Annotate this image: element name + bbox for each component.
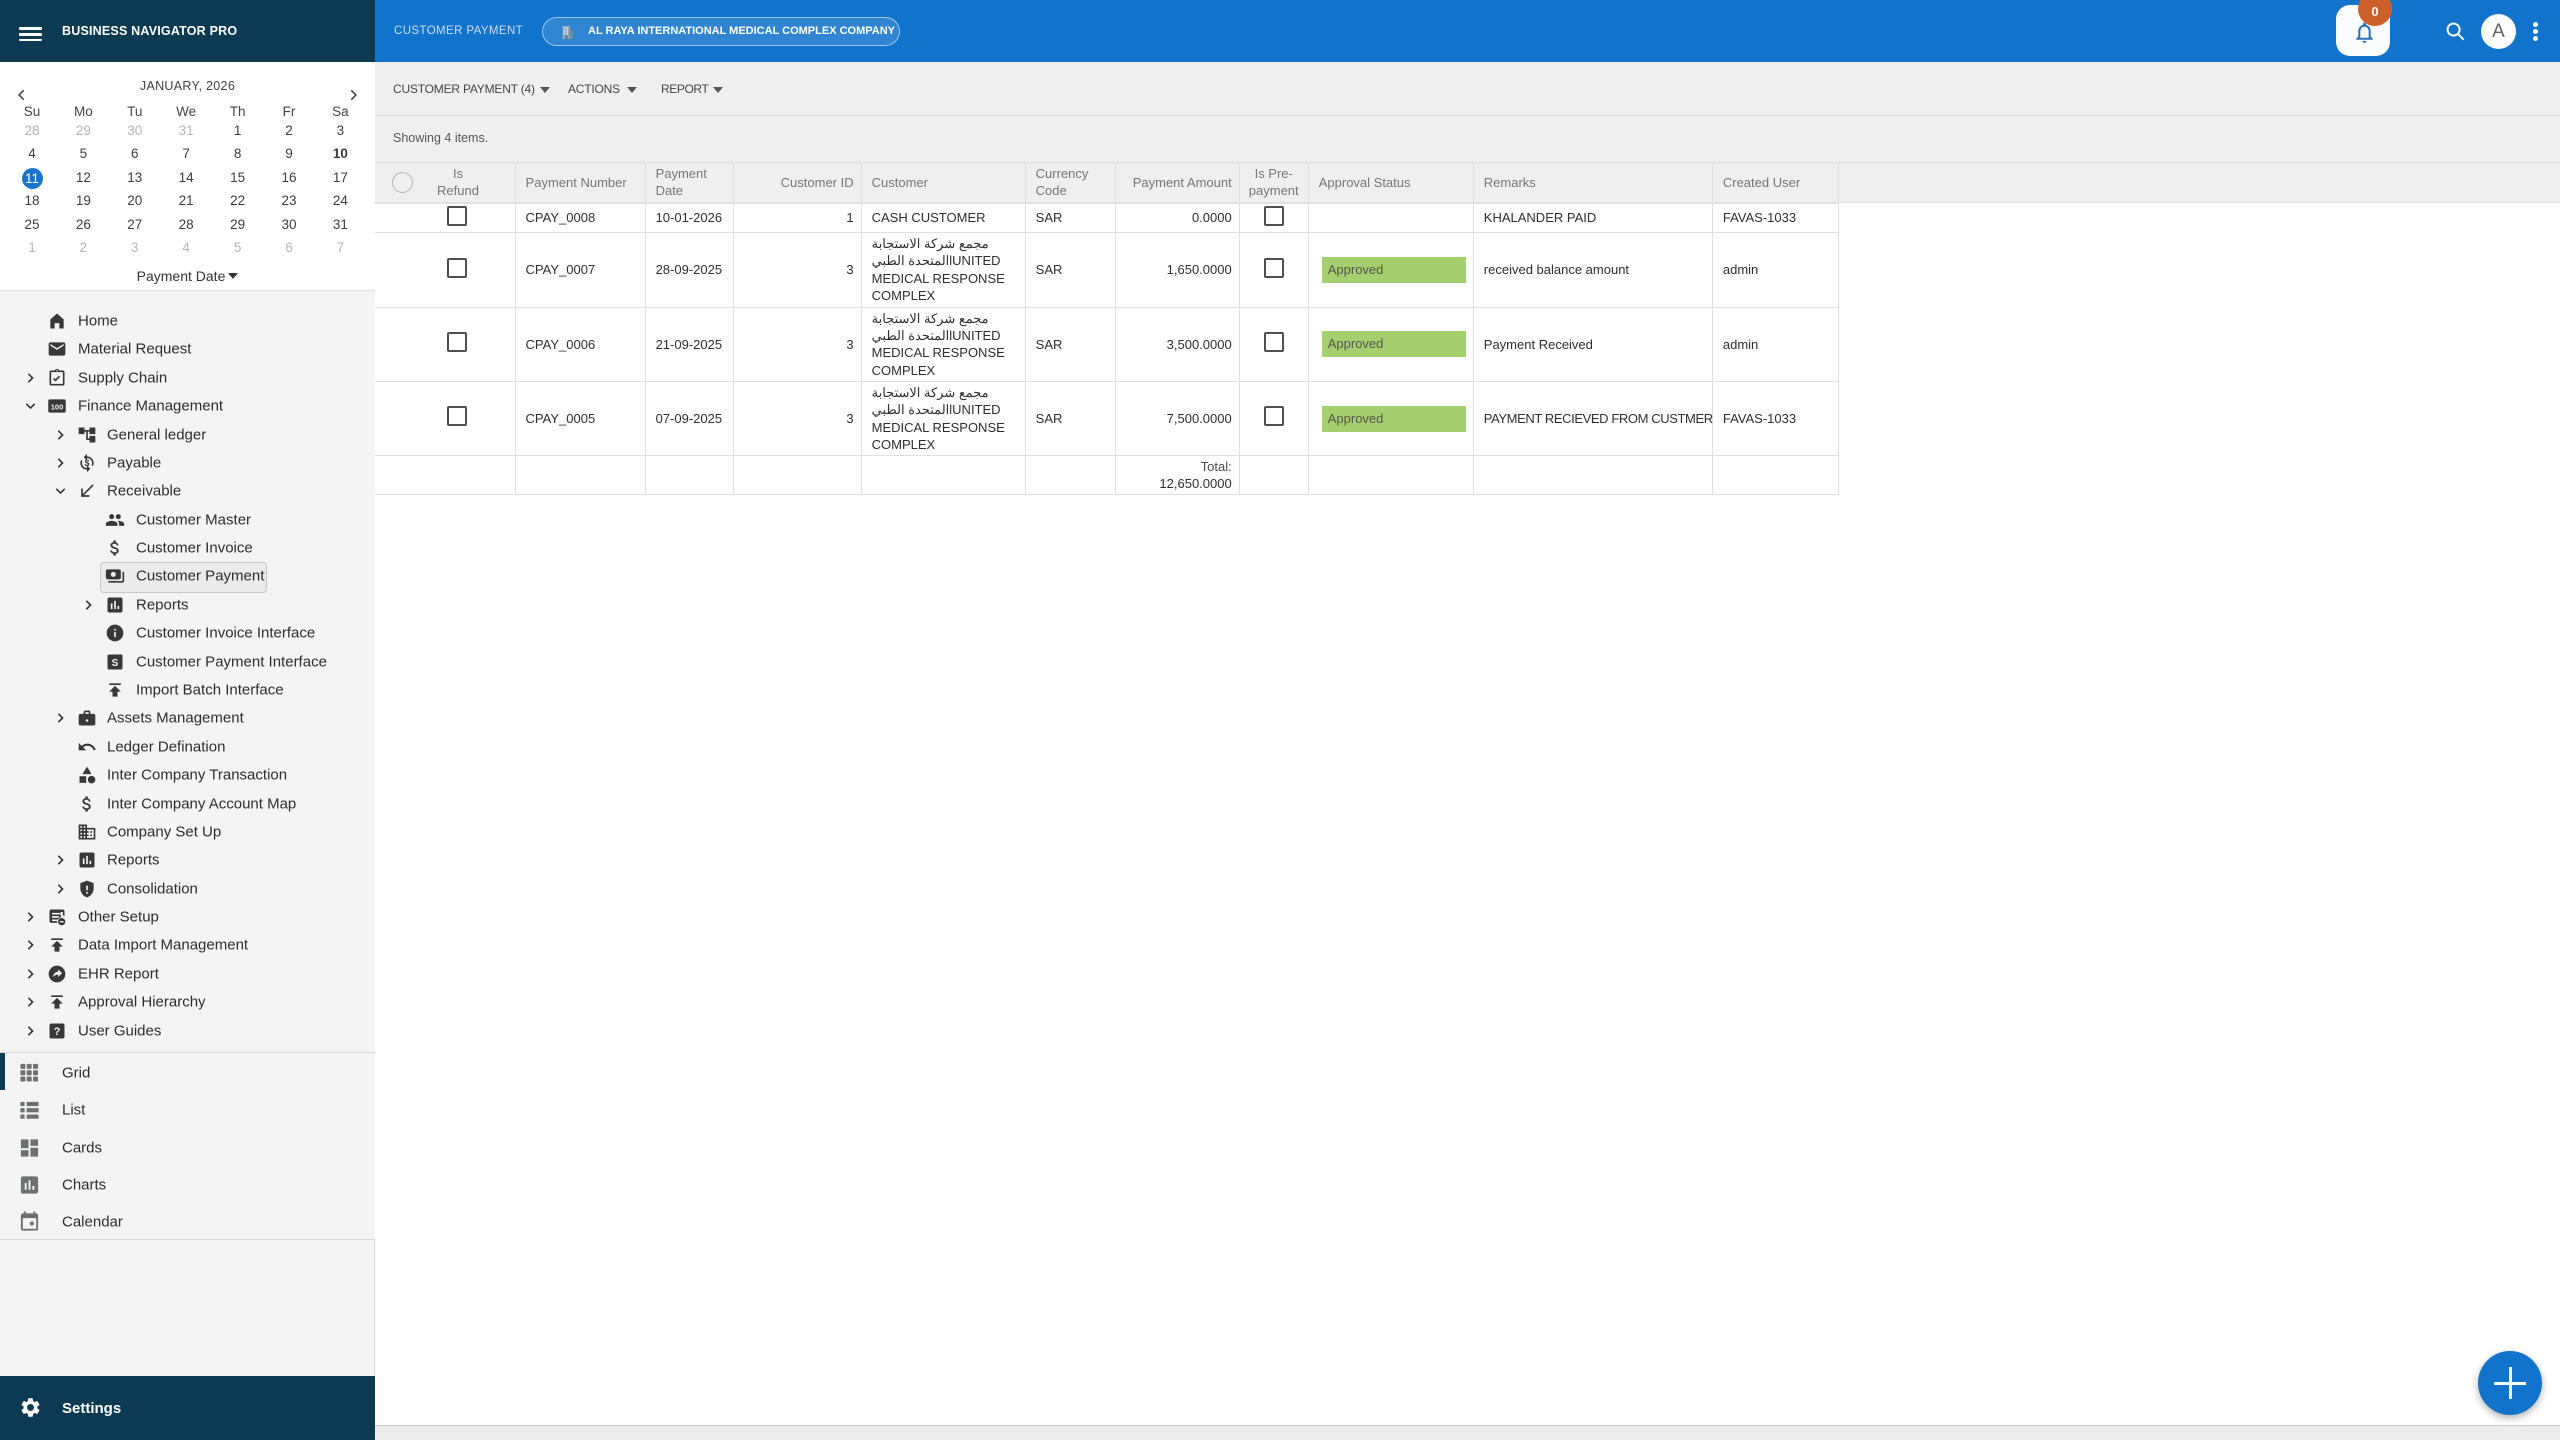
svg-text:$: $ bbox=[85, 458, 90, 468]
svg-text:S: S bbox=[112, 657, 119, 668]
svg-text:?: ? bbox=[54, 1026, 61, 1038]
svg-text:100: 100 bbox=[51, 402, 64, 411]
